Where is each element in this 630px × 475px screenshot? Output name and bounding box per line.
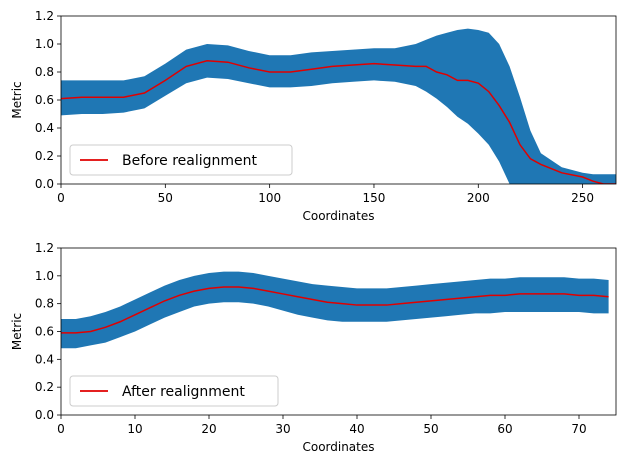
top-y-tick-label: 1.0 (35, 37, 54, 51)
bottom-y-tick-label: 0.4 (35, 352, 54, 366)
bottom-x-tick-label: 0 (57, 422, 65, 436)
top-legend-box (69, 144, 293, 176)
bottom-x-tick-label: 50 (423, 422, 438, 436)
bottom-legend: After realignment (69, 375, 279, 407)
top-y-tick-label: 0.0 (35, 177, 54, 191)
bottom-y-tick-label: 0.0 (35, 408, 54, 422)
top-y-tick-label: 0.4 (35, 121, 54, 135)
bottom-x-axis-label: Coordinates (302, 440, 374, 454)
bottom-x-tick-label: 10 (127, 422, 142, 436)
top-x-tick-label: 50 (158, 191, 173, 205)
top-x-tick-label: 200 (467, 191, 490, 205)
top-legend: Before realignment (69, 144, 293, 176)
bottom-x-tick-label: 60 (497, 422, 512, 436)
top-plot-area (61, 28, 616, 184)
bottom-legend-box (69, 375, 279, 407)
bottom-legend-label: After realignment (122, 384, 245, 400)
top-chart: 0 50 100 150 200 250 0.0 0.2 0.4 0.6 0.8 1.0 1.2 Coor… (10, 9, 617, 223)
top-y-tick-label: 1.2 (35, 9, 54, 23)
bottom-mean-line (61, 286, 609, 334)
top-y-tick-label: 0.8 (35, 65, 54, 79)
bottom-x-tick-label: 40 (349, 422, 364, 436)
bottom-x-tick-label: 20 (201, 422, 216, 436)
bottom-plot-area (61, 271, 609, 349)
bottom-y-tick-label: 0.6 (35, 325, 54, 339)
bottom-y-tick-label: 0.2 (35, 380, 54, 394)
top-x-tick-label: 150 (363, 191, 386, 205)
top-y-axis-label: Metric (10, 81, 24, 118)
bottom-x-tick-label: 70 (571, 422, 586, 436)
top-x-tick-label: 250 (571, 191, 594, 205)
top-x-axis-label: Coordinates (302, 209, 374, 223)
top-mean-line (61, 60, 616, 184)
top-y-tick-label: 0.2 (35, 149, 54, 163)
bottom-y-axis-label: Metric (10, 313, 24, 350)
top-legend-label: Before realignment (122, 153, 258, 169)
top-x-tick-label: 0 (57, 191, 65, 205)
top-confidence-band (61, 28, 616, 184)
top-x-tick-label: 100 (258, 191, 281, 205)
top-y-tick-label: 0.6 (35, 93, 54, 107)
bottom-x-tick-label: 30 (275, 422, 290, 436)
bottom-y-tick-label: 0.8 (35, 297, 54, 311)
bottom-chart: 0 10 20 30 40 50 60 70 0.0 0.2 0.4 0.6 0.8 1.0 1.2 Coor… (10, 241, 617, 454)
bottom-y-tick-label: 1.0 (35, 269, 54, 283)
bottom-y-tick-label: 1.2 (35, 241, 54, 255)
